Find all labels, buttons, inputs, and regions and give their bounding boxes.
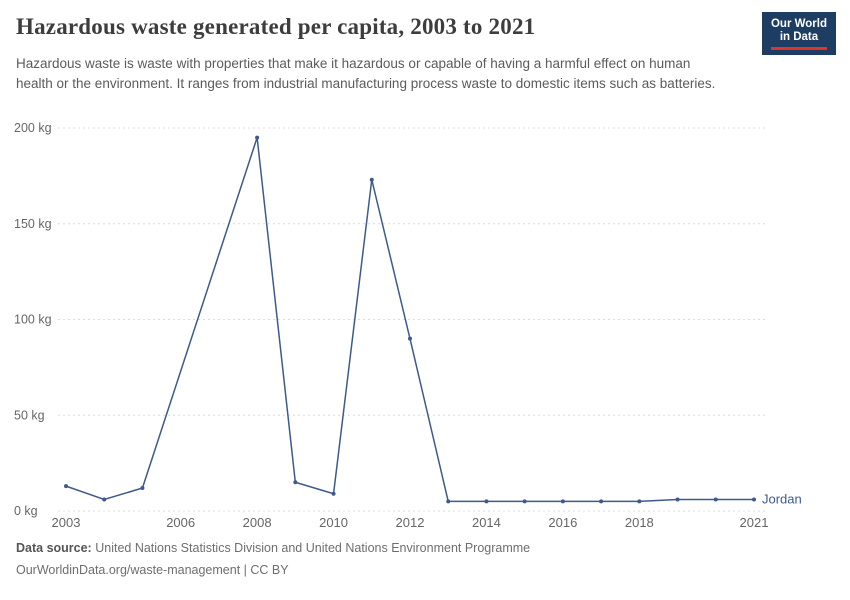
owid-logo[interactable]: Our World in Data bbox=[761, 12, 836, 55]
x-tick-label: 2006 bbox=[166, 515, 195, 530]
data-point-marker[interactable] bbox=[369, 177, 374, 182]
x-tick-label: 2016 bbox=[548, 515, 577, 530]
data-point-marker[interactable] bbox=[408, 336, 412, 341]
line-chart[interactable]: 0 kg 50 kg 100 kg 150 kg 200 kg 2003 2006 2008 2… bbox=[0, 118, 850, 536]
footer-source-line: Data source: United Nations Statistics D… bbox=[16, 541, 530, 555]
x-tick-label: 2008 bbox=[243, 515, 272, 530]
x-tick-label: 2018 bbox=[625, 515, 654, 530]
data-point-marker[interactable] bbox=[446, 499, 451, 504]
data-point-marker[interactable] bbox=[140, 486, 145, 491]
x-tick-label: 2003 bbox=[52, 515, 81, 530]
x-tick-label: 2021 bbox=[740, 515, 769, 530]
owid-logo-line1: Our World bbox=[770, 18, 827, 30]
x-tick-label: 2014 bbox=[472, 515, 501, 530]
data-source-label: Data source: bbox=[16, 541, 92, 555]
y-tick-label: 200 kg bbox=[14, 121, 52, 135]
data-point-marker[interactable] bbox=[713, 497, 718, 502]
data-point-marker[interactable] bbox=[675, 497, 680, 502]
y-tick-label: 150 kg bbox=[14, 217, 52, 231]
x-tick-label: 2012 bbox=[396, 515, 425, 530]
owid-logo-red-bar bbox=[770, 47, 827, 50]
data-point-marker[interactable] bbox=[255, 135, 260, 140]
y-tick-label: 0 kg bbox=[14, 504, 38, 518]
footer-license-line: OurWorldinData.org/waste-management | CC… bbox=[16, 563, 289, 577]
y-tick-label: 50 kg bbox=[14, 408, 45, 422]
data-point-marker[interactable] bbox=[331, 491, 336, 496]
data-source-text: United Nations Statistics Division and U… bbox=[95, 541, 531, 555]
data-point-marker[interactable] bbox=[64, 484, 68, 489]
data-point-marker[interactable] bbox=[599, 499, 604, 504]
data-point-marker[interactable] bbox=[752, 497, 756, 502]
page-title: Hazardous waste generated per capita, 20… bbox=[16, 14, 536, 39]
data-point-marker[interactable] bbox=[102, 497, 107, 502]
data-point-marker[interactable] bbox=[293, 480, 298, 485]
data-point-marker[interactable] bbox=[560, 499, 565, 504]
series-label-jordan: Jordan bbox=[762, 492, 802, 507]
data-point-marker[interactable] bbox=[637, 499, 642, 504]
y-tick-label: 100 kg bbox=[14, 313, 52, 327]
chart-subtitle: Hazardous waste is waste with properties… bbox=[16, 56, 716, 91]
owid-logo-line2: in Data bbox=[779, 31, 819, 43]
data-point-marker[interactable] bbox=[522, 499, 527, 504]
data-point-marker[interactable] bbox=[484, 499, 489, 504]
x-tick-label: 2010 bbox=[319, 515, 348, 530]
